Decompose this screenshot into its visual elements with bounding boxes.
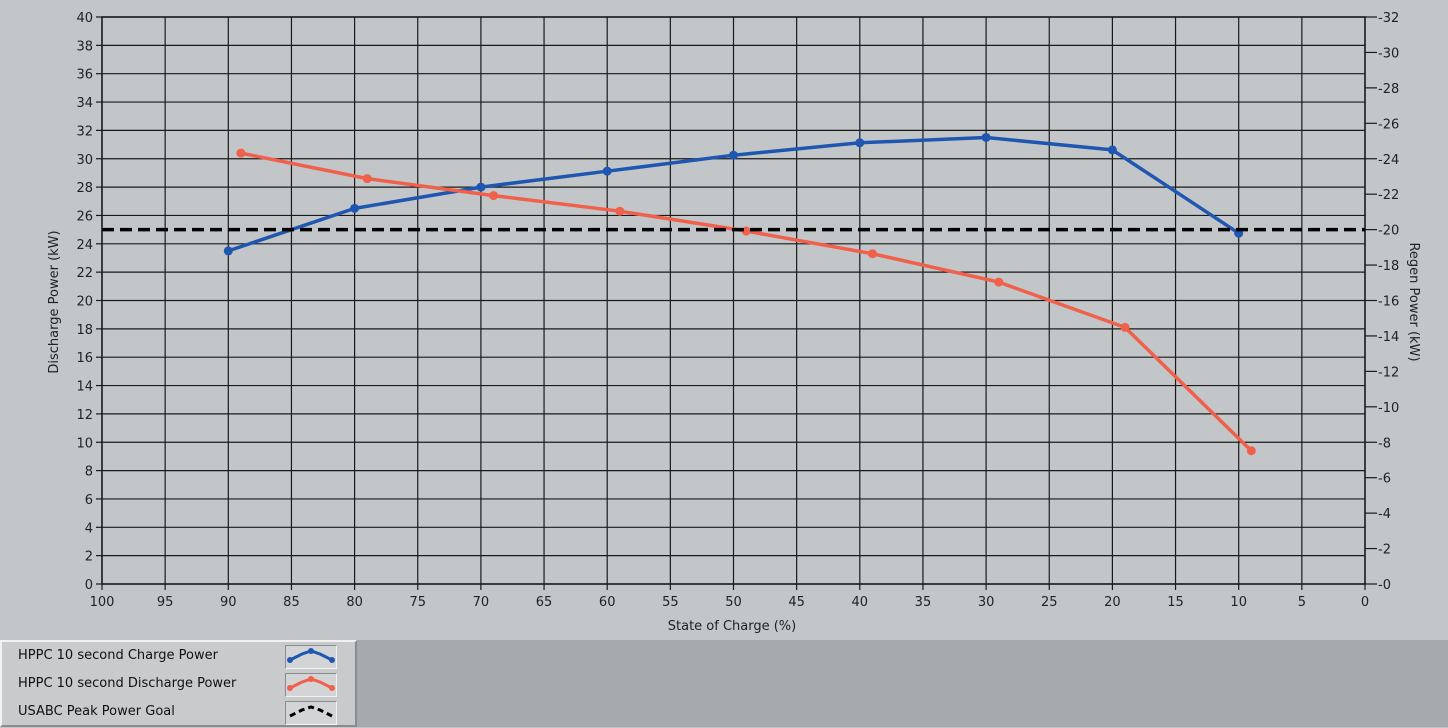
y-right-tick-label: -20	[1378, 224, 1399, 239]
y-left-tick-label: 2	[85, 550, 93, 565]
data-point-series-1	[867, 249, 877, 259]
line-swatch-icon	[287, 676, 335, 691]
data-point-series-1	[994, 277, 1004, 287]
y-right-tick-label: -0	[1378, 578, 1391, 593]
y-right-tick-label: -4	[1378, 507, 1391, 522]
x-tick-label: 30	[978, 595, 995, 610]
legend-item-label: HPPC 10 second Discharge Power	[18, 676, 237, 691]
x-tick-label: 95	[157, 595, 174, 610]
legend-item-discharge-power[interactable]: HPPC 10 second Discharge Power	[2, 670, 355, 698]
y-left-tick-label: 8	[85, 465, 93, 480]
data-point-series-1	[615, 206, 625, 216]
series-group	[102, 132, 1365, 456]
y-left-tick-label: 38	[76, 39, 93, 54]
x-tick-label: 100	[90, 595, 115, 610]
data-point-series-0	[729, 150, 738, 160]
y-left-tick-label: 24	[76, 238, 93, 253]
data-point-series-0	[602, 166, 612, 176]
y-left-tick-label: 6	[85, 493, 93, 508]
legend-item-charge-power[interactable]: HPPC 10 second Charge Power	[2, 642, 355, 670]
y-right-tick-label: -28	[1378, 82, 1399, 97]
y-left-tick-label: 40	[76, 11, 93, 26]
y-right-tick-label: -16	[1378, 295, 1399, 310]
data-point-series-1	[236, 148, 246, 158]
tick-labels: 100 95 90 85 80 75 70 65 60 55 50 45 40 35 30 25 20 15 10 5…	[76, 11, 1399, 610]
y-left-tick-label: 34	[76, 96, 93, 111]
y-left-tick-label: 20	[76, 295, 93, 310]
x-tick-label: 50	[725, 595, 742, 610]
x-tick-label: 10	[1230, 595, 1247, 610]
y-right-tick-label: -6	[1378, 472, 1391, 487]
x-tick-label: 55	[662, 595, 679, 610]
x-tick-label: 20	[1104, 595, 1121, 610]
y-right-tick-label: -10	[1378, 401, 1399, 416]
legend-swatch-charge-power[interactable]	[285, 645, 337, 669]
x-tick-label: 25	[1041, 595, 1058, 610]
x-tick-label: 15	[1167, 595, 1184, 610]
y-right-tick-label: -32	[1378, 11, 1399, 26]
y-axis-right-title: Regen Power (kW)	[1406, 242, 1421, 361]
data-point-series-0	[476, 182, 486, 192]
line-swatch-icon	[287, 648, 335, 663]
x-tick-label: 40	[852, 595, 869, 610]
x-tick-label: 80	[346, 595, 363, 610]
legend-swatch-discharge-power[interactable]	[285, 673, 337, 697]
y-left-tick-label: 10	[76, 436, 93, 451]
y-right-tick-label: -26	[1378, 117, 1399, 132]
y-right-tick-label: -8	[1378, 436, 1391, 451]
legend-swatch-usabc-goal[interactable]	[285, 701, 337, 725]
y-right-tick-label: -30	[1378, 46, 1399, 61]
x-tick-label: 45	[788, 595, 805, 610]
dashed-line-swatch-icon	[289, 705, 333, 718]
data-point-series-1	[362, 174, 372, 184]
data-point-series-0	[223, 246, 233, 256]
y-left-tick-label: 16	[76, 351, 93, 366]
y-left-tick-label: 12	[76, 408, 93, 423]
y-axis-left-title: Discharge Power (kW)	[47, 230, 62, 373]
x-tick-label: 70	[473, 595, 490, 610]
grid	[101, 16, 1366, 585]
y-left-tick-label: 14	[76, 380, 93, 395]
x-tick-label: 75	[409, 595, 426, 610]
y-left-tick-label: 30	[76, 153, 93, 168]
x-axis-title: State of Charge (%)	[668, 619, 796, 634]
y-left-tick-label: 18	[76, 323, 93, 338]
x-tick-label: 85	[283, 595, 300, 610]
y-left-tick-label: 36	[76, 68, 93, 83]
series-line-1	[240, 151, 1253, 453]
data-point-series-0	[350, 203, 360, 213]
data-point-series-1	[489, 191, 499, 201]
y-left-tick-label: 26	[76, 209, 93, 224]
x-tick-label: 65	[536, 595, 553, 610]
y-left-tick-label: 32	[76, 124, 93, 139]
y-left-tick-label: 0	[85, 578, 93, 593]
y-right-tick-label: -22	[1378, 188, 1399, 203]
x-tick-label: 5	[1298, 595, 1306, 610]
y-right-tick-label: -12	[1378, 365, 1399, 380]
legend: HPPC 10 second Charge Power HPPC 10 seco…	[0, 640, 357, 727]
x-tick-label: 0	[1361, 595, 1369, 610]
y-right-tick-label: -18	[1378, 259, 1399, 274]
data-point-series-0	[855, 138, 865, 148]
data-point-series-1	[1246, 446, 1256, 456]
x-tick-label: 90	[220, 595, 237, 610]
y-right-tick-label: -2	[1378, 543, 1391, 558]
y-right-tick-label: -14	[1378, 330, 1399, 345]
y-right-tick-label: -24	[1378, 153, 1399, 168]
x-tick-label: 60	[599, 595, 616, 610]
axes	[96, 16, 1377, 590]
legend-item-label: HPPC 10 second Charge Power	[18, 648, 218, 663]
y-left-tick-label: 4	[85, 521, 93, 536]
x-tick-label: 35	[915, 595, 932, 610]
y-left-tick-label: 28	[76, 181, 93, 196]
data-point-series-0	[1107, 145, 1117, 155]
data-point-series-1	[1120, 322, 1130, 332]
empty-panel	[357, 640, 1448, 727]
y-left-tick-label: 22	[76, 266, 93, 281]
legend-item-label: USABC Peak Power Goal	[18, 704, 175, 719]
data-point-series-0	[981, 132, 991, 142]
legend-item-usabc-goal[interactable]: USABC Peak Power Goal	[2, 698, 355, 726]
chart: 100 95 90 85 80 75 70 65 60 55 50 45 40 35 30 25 20 15 10 5…	[47, 11, 1421, 634]
